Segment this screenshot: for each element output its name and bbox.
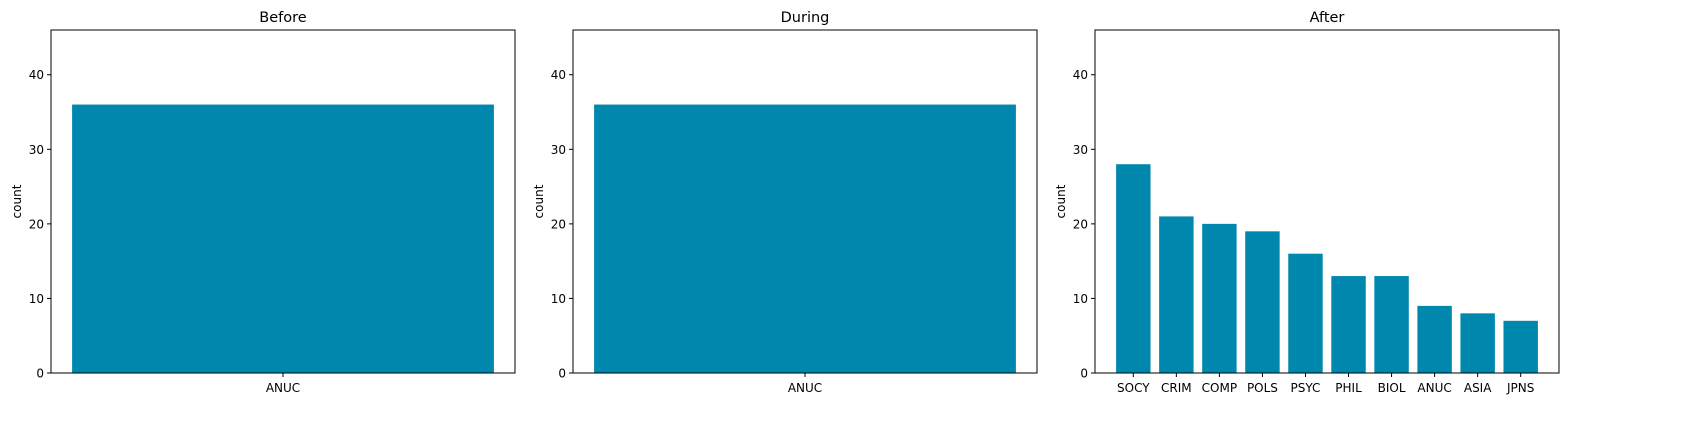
bar-crim — [1159, 216, 1194, 373]
chart-title: Before — [259, 10, 306, 26]
y-tick-label: 30 — [1073, 143, 1088, 157]
y-axis-label: count — [10, 184, 24, 218]
bar-phil — [1331, 276, 1366, 373]
x-tick-label: PHIL — [1335, 381, 1362, 395]
y-tick-label: 20 — [551, 217, 566, 231]
x-tick-label: PSYC — [1291, 381, 1321, 395]
chart-panel-before: ANUC 0 10 20 30 40 Before count — [10, 10, 516, 395]
chart-title: After — [1310, 10, 1345, 26]
axes-frame — [1094, 29, 1560, 374]
y-tick-label: 0 — [558, 367, 566, 381]
x-tick-label: POLS — [1247, 381, 1278, 395]
y-axis-label: count — [532, 184, 546, 218]
y-tick-label: 10 — [551, 292, 566, 306]
y-tick-label: 10 — [29, 292, 44, 306]
x-tick-label: ANUC — [1417, 381, 1451, 395]
bar-jpns — [1503, 320, 1538, 373]
bar-psyc — [1288, 253, 1323, 373]
x-tick-label: CRIM — [1161, 381, 1192, 395]
x-tick-label: JPNS — [1506, 381, 1534, 395]
x-tick-label: COMP — [1202, 381, 1237, 395]
chart-title: During — [781, 10, 830, 26]
bar-anuc — [72, 104, 494, 373]
chart-panel-during: ANUC 0 10 20 30 40 During count — [532, 10, 1038, 395]
x-tick-label: SOCY — [1117, 381, 1150, 395]
bar-asia — [1460, 313, 1495, 373]
bar-comp — [1202, 223, 1237, 373]
axes-frame — [50, 29, 516, 374]
bar-pols — [1245, 231, 1280, 373]
y-tick-label: 40 — [1073, 68, 1088, 82]
y-tick-label: 40 — [551, 68, 566, 82]
charts-root: ANUC 0 10 20 30 40 Before count ANUC 0 10 20 30 40 Dur… — [10, 10, 1560, 395]
y-tick-label: 0 — [36, 367, 44, 381]
y-tick-label: 30 — [551, 143, 566, 157]
bar-socy — [1116, 164, 1151, 373]
y-tick-label: 30 — [29, 143, 44, 157]
x-tick-label: ANUC — [788, 381, 822, 395]
x-tick-label: BIOL — [1378, 381, 1406, 395]
bar-biol — [1374, 276, 1409, 373]
bar-anuc — [594, 104, 1016, 373]
y-tick-label: 20 — [29, 217, 44, 231]
x-tick-label: ANUC — [266, 381, 300, 395]
chart-panel-after: SOCY CRIM COMP POLS PSYC PHIL BIOL ANUC ASIA JPNS… — [1054, 10, 1560, 395]
y-tick-label: 0 — [1080, 367, 1088, 381]
axes-frame — [572, 29, 1038, 374]
bar-anuc — [1417, 305, 1452, 373]
y-tick-label: 20 — [1073, 217, 1088, 231]
y-tick-label: 10 — [1073, 292, 1088, 306]
y-axis-label: count — [1054, 184, 1068, 218]
x-tick-label: ASIA — [1464, 381, 1492, 395]
y-tick-label: 40 — [29, 68, 44, 82]
